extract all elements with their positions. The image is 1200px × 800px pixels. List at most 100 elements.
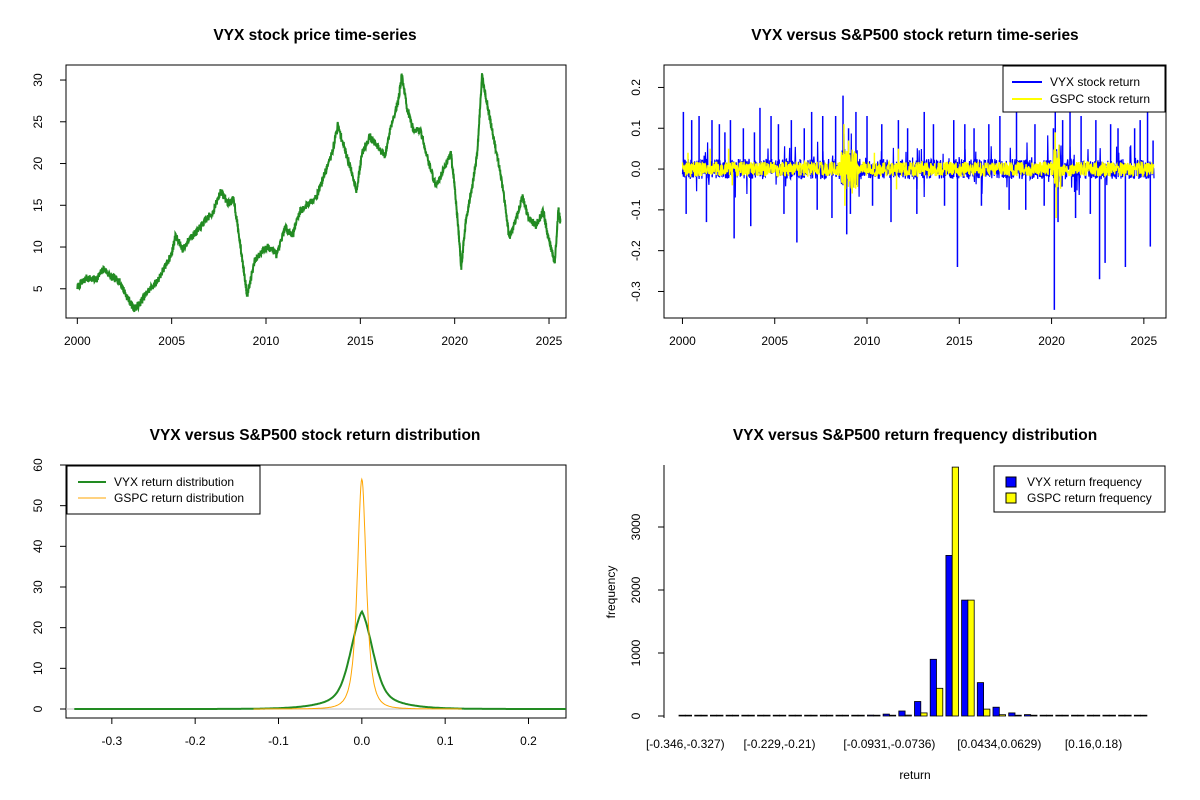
gspc-frequency-bar (1108, 714, 1116, 717)
gspc-frequency-bar (716, 714, 724, 717)
legend-gspc-return: GSPC stock return (1050, 92, 1150, 106)
gspc-frequency-bar (983, 708, 991, 717)
vyx-frequency-bar (851, 714, 859, 717)
return-distribution-xtick-label: 0.1 (437, 734, 454, 748)
frequency-ylabel: frequency (604, 566, 618, 619)
vyx-frequency-bar (867, 714, 875, 717)
price-chart-ytick-label: 5 (31, 285, 45, 292)
vyx-frequency-bar (1008, 712, 1016, 717)
gspc-frequency-bar (951, 466, 959, 717)
return-timeseries-ytick-label: 0.0 (629, 160, 643, 177)
price-chart-xtick-label: 2025 (536, 334, 563, 348)
price-series-line (76, 73, 562, 313)
vyx-frequency-bar (929, 658, 937, 717)
gspc-frequency-bar (920, 712, 928, 717)
gspc-frequency-bar (1093, 714, 1101, 717)
gspc-frequency-bar (779, 714, 787, 717)
price-chart-ytick-label: 15 (31, 198, 45, 212)
vyx-frequency-bar (678, 714, 686, 717)
gspc-frequency-bar (826, 714, 834, 717)
frequency-legend: VYX return frequency GSPC return frequen… (993, 465, 1166, 513)
vyx-frequency-bar (1055, 714, 1063, 717)
return-timeseries-ytick-label: 0.2 (629, 79, 643, 96)
vyx-frequency-bar (694, 714, 702, 717)
gspc-frequency-bar (1046, 714, 1054, 717)
gspc-frequency-bar (967, 599, 975, 717)
frequency-ytick-label: 3000 (629, 513, 643, 540)
gspc-frequency-bar (1030, 714, 1038, 717)
return-timeseries-xtick-label: 2005 (761, 334, 788, 348)
return-distribution-xtick-label: -0.2 (185, 734, 206, 748)
return-distribution-ytick-label: 0 (31, 705, 45, 712)
return-timeseries-ytick-label: 0.1 (629, 120, 643, 137)
return-distribution-ytick-label: 10 (31, 661, 45, 675)
gspc-frequency-bar (998, 714, 1006, 717)
gspc-frequency-bar (810, 714, 818, 717)
price-chart-xtick-label: 2020 (441, 334, 468, 348)
gspc-frequency-bar (700, 714, 708, 717)
frequency-xtick-label: [-0.229,-0.21) (743, 737, 815, 751)
vyx-frequency-bar (772, 714, 780, 717)
vyx-frequency-bar (819, 714, 827, 717)
vyx-frequency-bar (1071, 714, 1079, 717)
return-timeseries-xtick-label: 2025 (1131, 334, 1158, 348)
gspc-frequency-bar (1124, 714, 1132, 717)
return-timeseries-title: VYX versus S&P500 stock return time-seri… (751, 27, 1078, 44)
price-chart-ytick-label: 30 (31, 73, 45, 87)
return-distribution-title: VYX versus S&P500 stock return distribut… (150, 427, 481, 444)
return-timeseries-chart: VYX versus S&P500 stock return time-seri… (629, 27, 1167, 348)
frequency-xtick-label: [-0.346,-0.327) (646, 737, 725, 751)
vyx-frequency-bar (788, 714, 796, 717)
vyx-frequency-bar (757, 714, 765, 717)
vyx-frequency-bar (914, 701, 922, 717)
vyx-frequency-bar (898, 710, 906, 717)
legend-gspc-frequency: GSPC return frequency (1027, 491, 1152, 505)
vyx-frequency-bar (976, 682, 984, 717)
vyx-frequency-bar (945, 555, 953, 717)
return-timeseries-xtick-label: 2015 (946, 334, 973, 348)
price-chart: VYX stock price time-series 2000 2005 2010… (31, 27, 567, 348)
vyx-frequency-bar (1039, 714, 1047, 717)
legend-vyx-frequency: VYX return frequency (1027, 475, 1142, 489)
frequency-xtick-label: [0.0434,0.0629) (957, 737, 1041, 751)
return-timeseries-ytick-label: -0.1 (629, 199, 643, 220)
legend-gspc-distribution: GSPC return distribution (114, 491, 244, 505)
price-chart-xtick-label: 2010 (253, 334, 280, 348)
gspc-frequency-bar (1061, 714, 1069, 717)
gspc-frequency-bar (1140, 714, 1148, 717)
gspc-frequency-bar (841, 714, 849, 717)
legend-vyx-return: VYX stock return (1050, 75, 1140, 89)
price-chart-ytick-label: 25 (31, 115, 45, 129)
price-chart-xtick-label: 2005 (158, 334, 185, 348)
return-distribution-xtick-label: -0.3 (101, 734, 122, 748)
vyx-frequency-bar (1102, 714, 1110, 717)
gspc-frequency-bar (794, 714, 802, 717)
gspc-frequency-bar (873, 714, 881, 717)
vyx-frequency-bar (1118, 714, 1126, 717)
frequency-ytick-label: 1000 (629, 639, 643, 666)
price-chart-xtick-label: 2000 (64, 334, 91, 348)
gspc-frequency-bar (889, 714, 897, 717)
gspc-frequency-bar (747, 714, 755, 717)
gspc-return-line (681, 148, 1155, 190)
gspc-frequency-bar (1077, 714, 1085, 717)
return-distribution-xtick-label: -0.1 (268, 734, 289, 748)
return-distribution-ytick-label: 30 (31, 580, 45, 594)
vyx-density-curve (74, 609, 566, 710)
vyx-frequency-bar (1024, 714, 1032, 717)
gspc-density-curve (253, 477, 462, 710)
price-chart-title: VYX stock price time-series (213, 27, 416, 44)
gspc-frequency-bar (904, 714, 912, 717)
vyx-frequency-bar (1133, 714, 1142, 717)
return-distribution-ytick-label: 40 (31, 539, 45, 553)
return-distribution-xtick-label: 0.0 (353, 734, 370, 748)
vyx-frequency-bar (804, 714, 812, 717)
vyx-frequency-bar (741, 714, 749, 717)
frequency-ytick-label: 0 (629, 712, 643, 719)
vyx-frequency-bar (1086, 714, 1094, 717)
vyx-frequency-bar (882, 713, 890, 717)
vyx-frequency-bar (725, 714, 733, 717)
return-timeseries-ytick-label: -0.3 (629, 281, 643, 302)
gspc-frequency-bar (857, 714, 865, 717)
